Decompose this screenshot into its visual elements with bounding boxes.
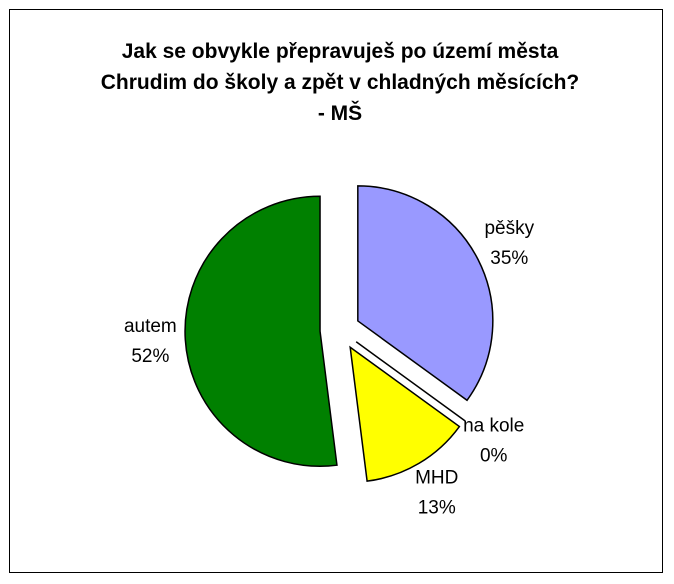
slice-label: MHD (415, 468, 458, 489)
slice-label: pěšky (484, 218, 534, 239)
slice-label: na kole (463, 416, 524, 437)
slice-value-label: 0% (480, 446, 508, 467)
pie-slice (357, 185, 494, 402)
slice-value-label: 13% (418, 498, 456, 519)
pie-slice (184, 195, 338, 467)
slice-value-label: 35% (490, 248, 528, 269)
chart-title: Jak se obvykle přepravuješ po území měst… (100, 40, 580, 125)
pie-slice (349, 345, 461, 482)
slice-label: autem (124, 316, 177, 337)
chart-frame (9, 9, 663, 573)
slice-value-label: 52% (131, 346, 169, 367)
